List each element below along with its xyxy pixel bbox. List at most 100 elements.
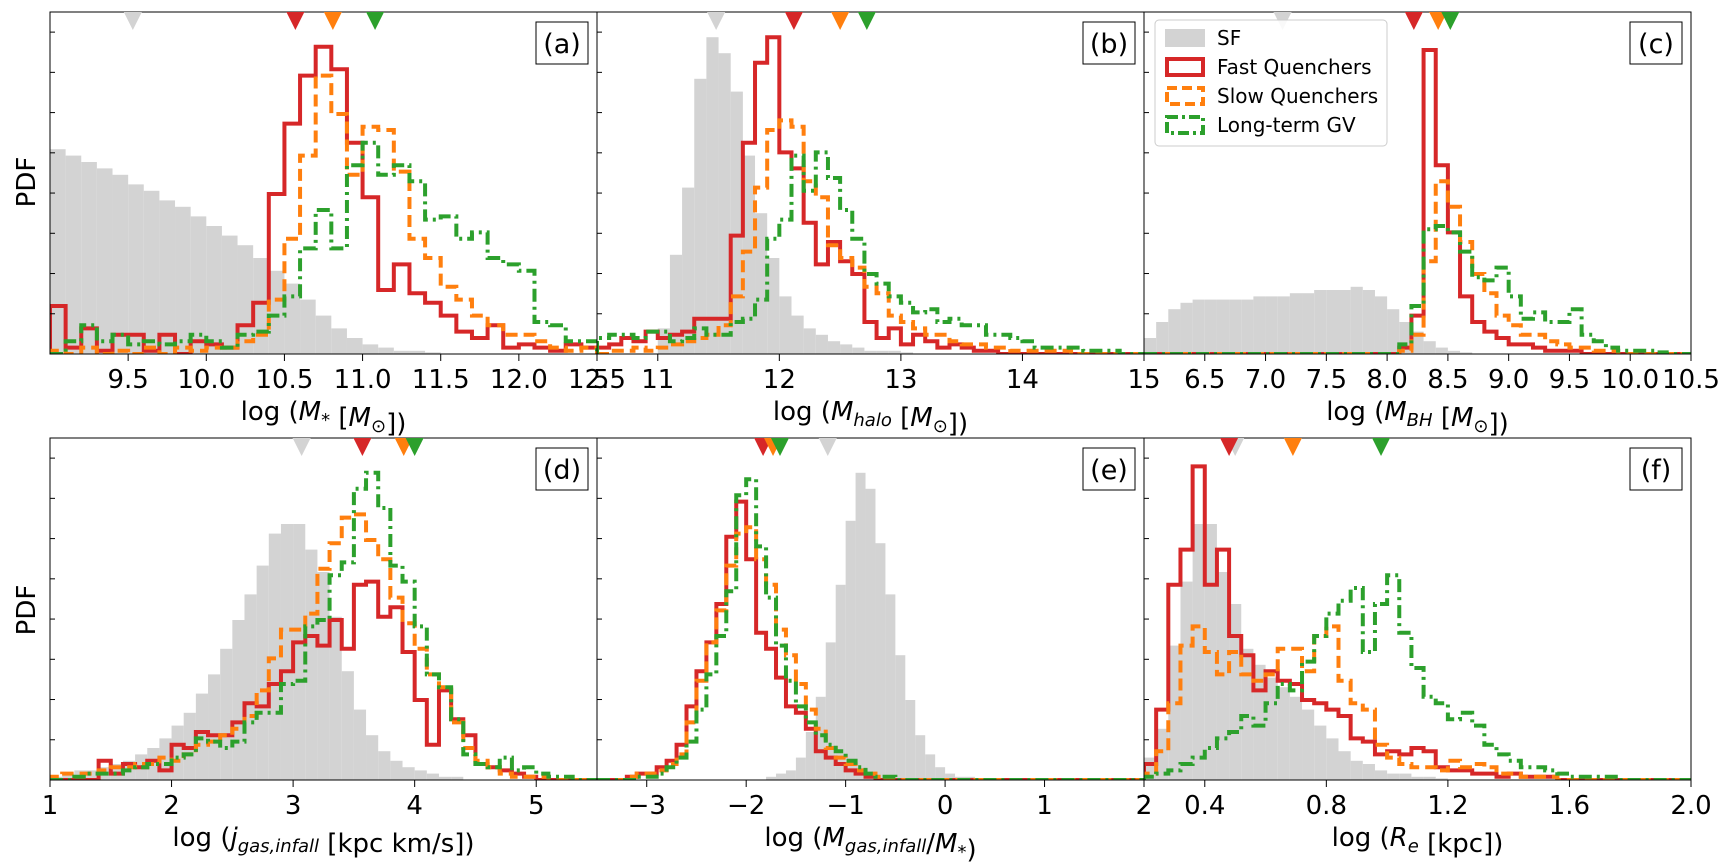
sf-bar (1241, 299, 1254, 354)
sf-bar (706, 37, 719, 354)
x-axis-label: log (Mgas,infall/M*) (764, 823, 976, 864)
sf-bar (1289, 696, 1303, 780)
sf-bar (438, 776, 452, 780)
legend-swatch (1165, 115, 1205, 135)
sf-bar (128, 184, 144, 354)
x-tick-label: 12.0 (490, 365, 548, 395)
sf-bar (682, 187, 695, 354)
sf-bar (835, 584, 846, 780)
legend-swatch (1165, 86, 1205, 106)
panel-tag: (c) (1629, 21, 1683, 65)
sf-bar (1447, 350, 1461, 354)
panel-tag-text: (e) (1090, 455, 1128, 486)
series-sf (50, 524, 464, 780)
sf-bar (755, 213, 768, 354)
x-tick-label: 10.5 (255, 365, 313, 395)
sf-bar (1289, 293, 1303, 354)
sf-bar (730, 91, 743, 354)
sf-bar (366, 735, 379, 780)
median-marker-slow (323, 12, 342, 30)
sf-bar (284, 283, 301, 354)
panel-f: 2 0.4 0.8 1.2 1.6 2.0 log (Re [kpc]) (f) (1136, 437, 1712, 859)
series-long-term-gv (597, 150, 1144, 354)
series-sf (657, 37, 914, 354)
sf-bar (1423, 776, 1436, 780)
series-long-term-gv (50, 470, 597, 780)
sf-bar (62, 773, 75, 780)
panel-e: −3 −2 −1 0 1 2 log (Mgas,infall/M*) (e) (596, 437, 1152, 864)
x-tick-label: 12.5 (568, 365, 626, 395)
panel-c: 6.5 7.0 7.5 8.0 8.5 9.0 9.5 10.0 10.5 log (MBH [M… (1143, 11, 1720, 439)
sf-bar (1411, 331, 1424, 354)
sf-bar (766, 776, 777, 780)
panel-tag: (b) (1082, 21, 1136, 65)
panel-tag-text: (a) (543, 29, 581, 60)
sf-bar (864, 350, 877, 354)
sf-bar (300, 299, 316, 354)
median-marker-gv (405, 438, 424, 456)
sf-bar (244, 594, 257, 780)
sf-bar (1314, 290, 1327, 354)
legend-label: Slow Quenchers (1217, 84, 1378, 108)
sf-bar (1302, 293, 1315, 354)
median-marker-gv (366, 12, 385, 30)
sf-bar (791, 315, 804, 354)
x-tick-label: −1 (826, 791, 864, 821)
x-tick-label: 7.5 (1306, 365, 1347, 395)
legend-label: Fast Quenchers (1217, 55, 1372, 79)
sf-bar (945, 773, 956, 780)
sf-bar (50, 149, 66, 354)
sf-bar (293, 524, 306, 780)
legend-item: Long-term GV (1165, 113, 1356, 137)
sf-bar (190, 216, 207, 354)
x-tick-label: 0.4 (1184, 791, 1225, 821)
series-slow-quenchers (1144, 179, 1691, 354)
sf-bar (669, 254, 683, 354)
sf-bar (409, 350, 426, 354)
sf-bar (1350, 760, 1363, 780)
median-marker-slow (831, 12, 850, 30)
legend-swatch (1165, 29, 1205, 47)
sf-bar (779, 296, 792, 354)
x-tick-label: 11 (641, 365, 674, 395)
x-axis-label: log (Mhalo [M⊙]) (773, 397, 968, 439)
sf-bar (1338, 751, 1351, 780)
sf-bar (1326, 290, 1339, 354)
panel-tag-text: (f) (1641, 455, 1672, 486)
y-axis-label-top: PDF (12, 157, 42, 208)
sf-bar (1399, 773, 1412, 780)
sf-bar (329, 616, 342, 780)
sf-bar (1362, 764, 1375, 780)
plot-area (50, 44, 597, 354)
sf-bar (143, 190, 160, 354)
sf-bar (1326, 738, 1339, 780)
sf-bar (803, 328, 816, 354)
sf-bar (827, 341, 841, 354)
y-axis-label-bottom: PDF (12, 585, 42, 636)
sf-bar (1192, 524, 1205, 780)
sf-bar (900, 352, 914, 354)
sf-bar (451, 776, 464, 780)
x-tick-label: 9.5 (107, 365, 148, 395)
sf-bar (1204, 299, 1217, 354)
sf-bar (315, 315, 332, 354)
sf-bar (353, 709, 367, 780)
sf-bar (1435, 778, 1448, 780)
sf-bar (1253, 664, 1266, 780)
x-tick-label: .5 (585, 365, 610, 395)
sf-bar (1156, 322, 1169, 354)
sf-bar (865, 488, 876, 780)
sf-bar (220, 648, 233, 780)
x-tick-label: 3 (285, 791, 302, 821)
sf-bar (694, 78, 707, 354)
sf-bar (1314, 725, 1327, 780)
panel-tag: (e) (1082, 447, 1136, 491)
sf-bar (221, 235, 238, 354)
sf-bar (876, 350, 889, 354)
sf-bar (925, 754, 936, 780)
x-tick-label: 8.5 (1427, 365, 1468, 395)
sf-bar (206, 226, 222, 354)
x-tick-label: −2 (727, 791, 765, 821)
median-marker-fast (1404, 12, 1423, 30)
